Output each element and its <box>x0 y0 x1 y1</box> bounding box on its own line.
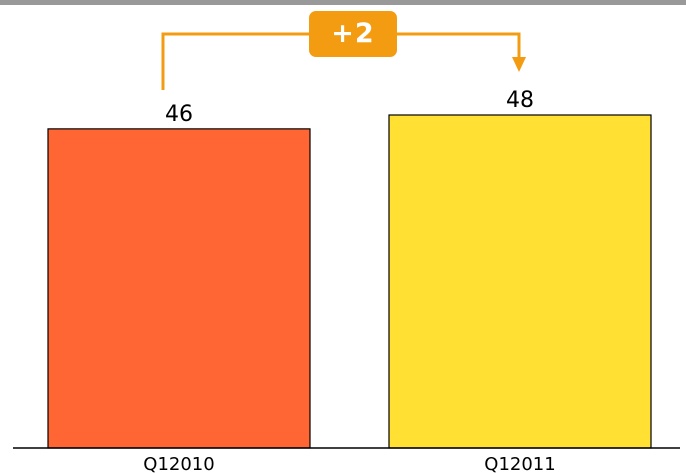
bars <box>47 114 652 449</box>
bar-Q12010 <box>47 128 311 449</box>
category-label-Q12010: Q12010 <box>143 454 214 473</box>
bar-Q12011 <box>388 114 652 449</box>
value-labels: 46 48 <box>165 88 534 127</box>
delta-badge: +2 <box>309 11 397 57</box>
category-labels: Q12010 Q12011 <box>143 454 555 473</box>
delta-arrowhead <box>512 57 526 72</box>
value-label-Q12010: 46 <box>165 102 193 127</box>
category-label-Q12011: Q12011 <box>484 454 555 473</box>
value-label-Q12011: 48 <box>506 88 534 113</box>
top-band <box>0 0 686 5</box>
